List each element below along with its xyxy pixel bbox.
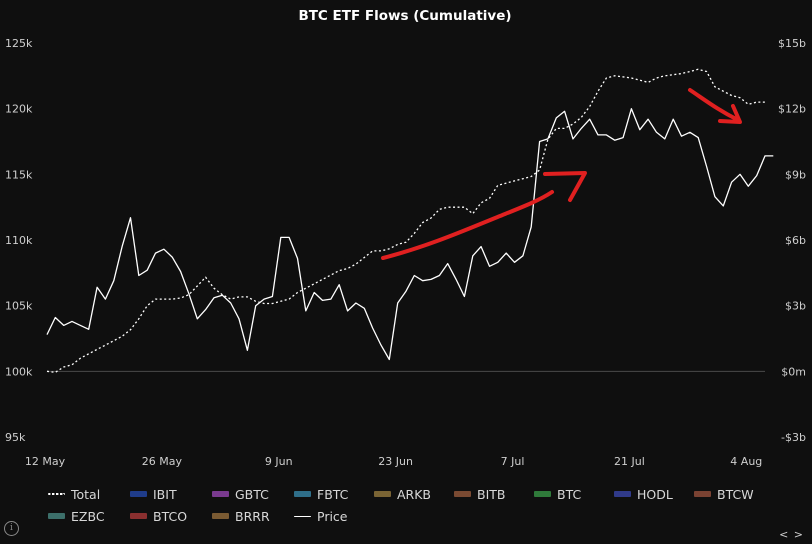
x-tick-label: 23 Jun xyxy=(378,455,413,468)
legend-item-btco[interactable]: BTCO xyxy=(130,508,212,524)
legend-item-bitb[interactable]: BITB xyxy=(454,486,534,502)
legend-label: BRRR xyxy=(235,508,270,524)
legend-item-brrr[interactable]: BRRR xyxy=(212,508,294,524)
x-tick-label: 7 Jul xyxy=(501,455,525,468)
legend-swatch xyxy=(294,491,311,497)
legend-label: GBTC xyxy=(235,486,269,502)
legend-label: EZBC xyxy=(71,508,105,524)
legend-swatch xyxy=(212,513,229,519)
left-axis: 95k 100k 105k 110k 115k 120k 125k xyxy=(5,37,33,444)
legend-item-btc[interactable]: BTC xyxy=(534,486,614,502)
left-tick-label: 120k xyxy=(5,103,33,116)
right-tick-label: $15b xyxy=(778,37,806,50)
x-tick-label: 26 May xyxy=(142,455,183,468)
annotation-arrow-up xyxy=(381,171,587,260)
pager-next-button[interactable]: > xyxy=(793,528,804,541)
right-axis: -$3b $0m $3b $6b $9b $12b $15b xyxy=(778,37,806,444)
x-tick-label: 12 May xyxy=(25,455,66,468)
legend-label: FBTC xyxy=(317,486,349,502)
legend-item-price[interactable]: Price xyxy=(294,508,374,524)
legend-label: ARKB xyxy=(397,486,432,502)
legend-swatch xyxy=(48,493,65,495)
series-line-price xyxy=(46,108,774,361)
pager-prev-button[interactable]: < xyxy=(779,528,790,541)
legend-label: Total xyxy=(71,486,101,502)
legend-item-ibit[interactable]: IBIT xyxy=(130,486,212,502)
left-tick-label: 95k xyxy=(5,431,26,444)
legend-label: BTCW xyxy=(717,486,754,502)
x-tick-label: 4 Aug xyxy=(730,455,762,468)
legend-swatch xyxy=(614,491,631,497)
left-tick-label: 115k xyxy=(5,168,33,181)
chart-title: BTC ETF Flows (Cumulative) xyxy=(298,8,511,24)
legend-swatch xyxy=(374,491,391,497)
left-tick-label: 110k xyxy=(5,234,33,247)
left-tick-label: 105k xyxy=(5,300,33,313)
legend-item-btcw[interactable]: BTCW xyxy=(694,486,774,502)
right-tick-label: -$3b xyxy=(781,431,806,444)
legend-swatch xyxy=(294,515,311,517)
legend-swatch xyxy=(130,491,147,497)
legend-item-total[interactable]: Total xyxy=(48,486,130,502)
left-tick-label: 100k xyxy=(5,365,33,378)
x-axis: 12 May 26 May 9 Jun 23 Jun 7 Jul 21 Jul 4 Aug xyxy=(25,455,762,468)
legend-swatch xyxy=(48,513,65,519)
right-tick-label: $0m xyxy=(781,365,806,378)
legend-label: BTC xyxy=(557,486,582,502)
legend-label: Price xyxy=(317,508,348,524)
right-tick-label: $9b xyxy=(785,168,806,181)
legend-label: BITB xyxy=(477,486,506,502)
legend-swatch xyxy=(212,491,229,497)
legend-swatch xyxy=(454,491,471,497)
legend-label: HODL xyxy=(637,486,673,502)
right-tick-label: $6b xyxy=(785,234,806,247)
series-layer xyxy=(46,68,774,374)
info-icon[interactable]: i xyxy=(4,521,19,536)
legend-item-ezbc[interactable]: EZBC xyxy=(48,508,130,524)
legend-item-arkb[interactable]: ARKB xyxy=(374,486,454,502)
annotations xyxy=(381,88,742,260)
pager: < > xyxy=(779,528,804,541)
legend-swatch xyxy=(534,491,551,497)
legend-label: IBIT xyxy=(153,486,177,502)
legend-swatch xyxy=(130,513,147,519)
legend-item-fbtc[interactable]: FBTC xyxy=(294,486,374,502)
left-tick-label: 125k xyxy=(5,37,33,50)
right-tick-label: $12b xyxy=(778,103,806,116)
legend-item-gbtc[interactable]: GBTC xyxy=(212,486,294,502)
x-tick-label: 21 Jul xyxy=(614,455,645,468)
annotation-arrow-down xyxy=(688,88,742,124)
series-line-total xyxy=(46,68,765,374)
legend-item-hodl[interactable]: HODL xyxy=(614,486,694,502)
right-tick-label: $3b xyxy=(785,300,806,313)
legend-swatch xyxy=(694,491,711,497)
legend-label: BTCO xyxy=(153,508,188,524)
x-tick-label: 9 Jun xyxy=(265,455,293,468)
legend: Total IBIT GBTC FBTC ARKB BITB BTC HODL BTCW EZBC… xyxy=(48,486,788,524)
